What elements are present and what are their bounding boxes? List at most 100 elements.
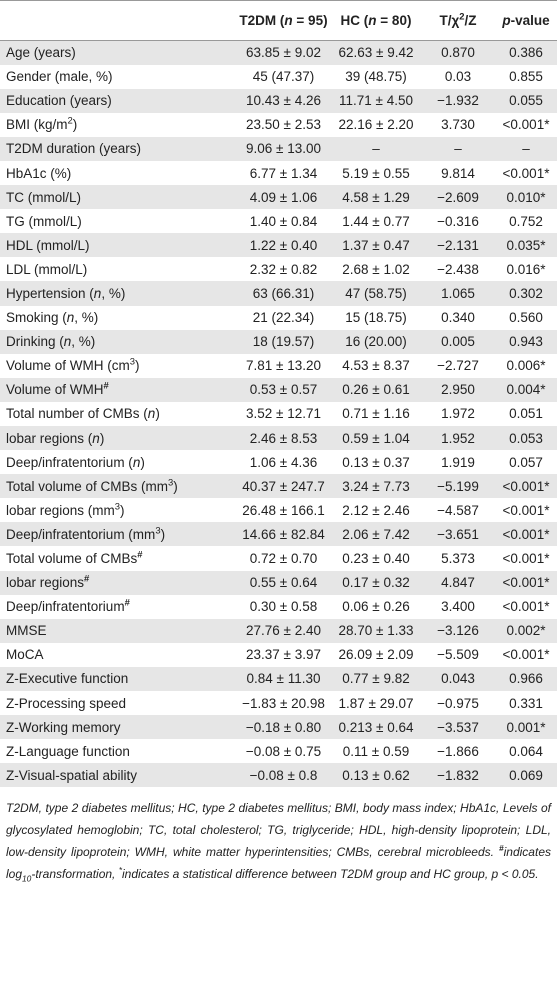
text-segment: # [124, 597, 130, 609]
table-row: BMI (kg/m2) 23.50 ± 2.53 22.16 ± 2.20 3.730… [0, 113, 557, 137]
row-label: Total number of CMBs (n) [0, 402, 236, 426]
header-row: T2DM (n = 95) HC (n = 80) T/χ2/Z p-value [0, 0, 557, 41]
table-cell: 9.06 ± 13.00 [246, 141, 321, 157]
table-cell: −0.975 [437, 695, 479, 711]
table-cell: 0.001* [506, 719, 546, 735]
text-segment: Volume of WMH (cm [6, 358, 130, 374]
table-row: Hypertension (n, %) 63 (66.31) 47 (58.75) 1… [0, 281, 557, 306]
table-cell: 0.72 ± 0.70 [249, 551, 318, 567]
row-label: Volume of WMH# [0, 378, 236, 402]
row-label: lobar regions (n) [0, 426, 236, 450]
table-cell: 39 (48.75) [345, 69, 407, 85]
table-cell: 2.46 ± 8.53 [249, 430, 318, 446]
table-cell: −0.316 [437, 213, 479, 229]
table-cell: 7.81 ± 13.20 [246, 358, 321, 374]
text-segment: T2DM, type 2 diabetes mellitus; HC, type… [6, 801, 551, 860]
table-row: HbA1c (%) 6.77 ± 1.34 5.19 ± 0.55 9.814 <0.0… [0, 161, 557, 185]
table-cell: 0.23 ± 0.40 [342, 551, 410, 567]
table-cell: −2.609 [437, 189, 479, 205]
table-cell: 0.016* [506, 261, 546, 277]
text-segment: * [118, 865, 122, 876]
row-label: Z-Working memory [6, 719, 121, 735]
text-segment: n [368, 13, 377, 28]
header-cell: T/χ2/Z [421, 1, 495, 41]
table-row: Z-Processing speed −1.83 ± 20.98 1.87 ± 29… [0, 691, 557, 715]
table-cell: 0.064 [509, 743, 543, 759]
text-segment: indicates log [6, 845, 551, 882]
text-segment: 2 [459, 11, 465, 23]
table-cell: <0.001* [502, 478, 550, 494]
table-cell: 0.055 [509, 93, 543, 109]
table-cell: 14.66 ± 82.84 [242, 526, 325, 542]
table-cell: 26.48 ± 166.1 [242, 502, 325, 518]
text-segment: Deep/infratentorium [6, 599, 125, 615]
text-segment: lobar regions [6, 575, 85, 591]
table-cell: 45 (47.37) [252, 69, 315, 85]
row-label: Hypertension (n, %) [0, 281, 236, 305]
table-cell: 10.43 ± 4.26 [246, 93, 321, 109]
text-segment: ) [140, 454, 145, 470]
table-cell: 0.71 ± 1.16 [342, 406, 410, 422]
table-cell: 5.19 ± 0.55 [342, 165, 410, 181]
data-table: T2DM (n = 95) HC (n = 80) T/χ2/Z p-value Ag… [0, 0, 557, 788]
text-segment: , %) [101, 285, 126, 301]
table-cell: 9.814 [441, 165, 475, 181]
table-cell: −2.438 [437, 261, 479, 277]
row-label: TG (mmol/L) [6, 213, 82, 229]
row-label: Z-Language function [6, 743, 130, 759]
table-row: Total volume of CMBs# 0.72 ± 0.70 0.23 ± 0… [0, 546, 557, 570]
text-segment: ) [120, 502, 125, 518]
text-segment: Total number of CMBs ( [6, 406, 148, 422]
text-segment: p [502, 13, 511, 28]
text-segment: ) [155, 406, 160, 422]
table-cell: 2.06 ± 7.42 [342, 526, 410, 542]
text-segment: /Z [464, 13, 477, 28]
table-cell: 0.855 [509, 69, 543, 85]
row-label: Volume of WMH (cm3) [0, 354, 236, 378]
text-segment: Total volume of CMBs (mm [6, 478, 169, 494]
table-cell: 28.70 ± 1.33 [338, 623, 414, 639]
table-cell: 0.752 [509, 213, 543, 229]
table-cell: <0.001* [502, 502, 550, 518]
table-cell: 1.87 ± 29.07 [338, 695, 414, 711]
table-cell: 0.004* [506, 382, 546, 398]
table-cell: 1.40 ± 0.84 [249, 213, 318, 229]
table-cell: 1.37 ± 0.47 [342, 237, 410, 253]
text-segment: n [92, 430, 100, 446]
table-cell: −2.727 [437, 358, 479, 374]
table-cell: 1.065 [441, 285, 475, 301]
table-cell: 3.400 [441, 599, 475, 615]
text-segment: 2 [67, 115, 73, 127]
table-row: Deep/infratentorium# 0.30 ± 0.58 0.06 ± 0.… [0, 595, 557, 619]
table-cell: −3.651 [437, 526, 479, 542]
table-cell: 4.58 ± 1.29 [342, 189, 410, 205]
text-segment: , %) [71, 334, 96, 350]
text-segment: 3 [155, 525, 161, 537]
table-cell: 2.12 ± 2.46 [342, 502, 410, 518]
text-segment: lobar regions (mm [6, 502, 115, 518]
text-segment: 3 [114, 501, 121, 513]
table-body: Age (years) 63.85 ± 9.02 62.63 ± 9.42 0.870… [0, 40, 557, 788]
table-row: TG (mmol/L) 1.40 ± 0.84 1.44 ± 0.77 −0.316 0… [0, 209, 557, 233]
table-cell: 0.30 ± 0.58 [249, 599, 318, 615]
table-cell: 0.005 [441, 334, 475, 350]
table-cell: 0.870 [441, 45, 475, 61]
table-cell: 62.63 ± 9.42 [338, 45, 414, 61]
table-cell: 0.560 [509, 310, 543, 326]
table-row: MMSE 27.76 ± 2.40 28.70 ± 1.33 −3.126 0.002* [0, 618, 557, 643]
table-row: Z-Language function −0.08 ± 0.75 0.11 ± 0.… [0, 739, 557, 763]
header-cell [0, 1, 236, 41]
table-cell: 0.26 ± 0.61 [342, 382, 410, 398]
table-cell: 1.06 ± 4.36 [249, 454, 318, 470]
table-cell: 0.331 [509, 695, 543, 711]
text-segment: ) [135, 358, 140, 374]
table-cell: 21 (22.34) [252, 310, 315, 326]
row-label: BMI (kg/m2) [0, 113, 236, 137]
text-segment: -value [510, 13, 550, 28]
text-segment: Smoking ( [6, 310, 67, 326]
table-row: Smoking (n, %) 21 (22.34) 15 (18.75) 0.340 0… [0, 306, 557, 330]
table-cell: 26.09 ± 2.09 [338, 647, 414, 663]
text-segment: # [498, 843, 504, 854]
text-segment: Deep/infratentorium (mm [6, 526, 156, 542]
